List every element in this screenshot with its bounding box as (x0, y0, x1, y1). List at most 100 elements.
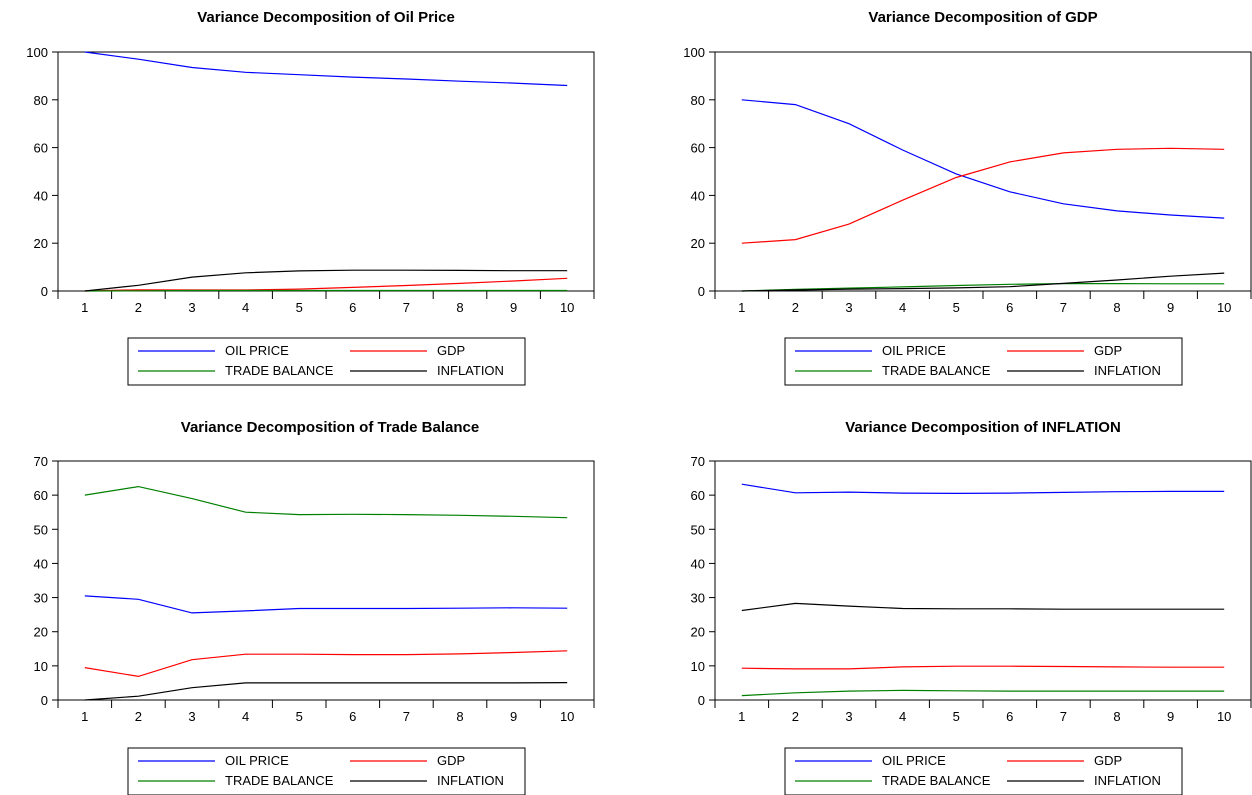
x-tick-label: 1 (81, 300, 88, 315)
legend-label: GDP (1094, 343, 1122, 358)
y-tick-label: 30 (34, 591, 48, 606)
y-tick-label: 70 (34, 454, 48, 469)
series-line-trade-balance (741, 689, 1225, 697)
legend-label: OIL PRICE (882, 753, 946, 768)
x-tick-label: 1 (738, 709, 745, 724)
chart-panel-1: Variance Decomposition of Oil Price 0 20 40… (26, 9, 595, 386)
y-tick-label: 0 (698, 284, 705, 299)
plot-frame (57, 51, 595, 292)
legend-label: GDP (437, 753, 465, 768)
series-line-oil-price (741, 483, 1225, 495)
legend-label: GDP (437, 343, 465, 358)
chart-title: Variance Decomposition of Trade Balance (181, 419, 479, 436)
y-tick-label: 60 (34, 488, 48, 503)
legend-label: TRADE BALANCE (882, 773, 991, 788)
chart-title: Variance Decomposition of INFLATION (845, 419, 1121, 436)
series-line-inflation (84, 269, 568, 292)
y-tick-label: 60 (34, 141, 48, 156)
y-tick-label: 40 (691, 188, 705, 203)
y-tick-label: 80 (691, 93, 705, 108)
x-tick-label: 7 (403, 709, 410, 724)
x-tick-label: 3 (845, 300, 852, 315)
x-tick-label: 8 (1113, 300, 1120, 315)
x-tick-label: 4 (899, 300, 906, 315)
x-tick-label: 8 (1113, 709, 1120, 724)
x-tick-label: 2 (135, 709, 142, 724)
x-tick-label: 10 (560, 300, 574, 315)
plot-frame (714, 51, 1252, 292)
y-tick-label: 40 (34, 556, 48, 571)
series-line-inflation (84, 681, 568, 701)
y-tick-label: 20 (34, 625, 48, 640)
y-tick-label: 10 (34, 659, 48, 674)
chart-legend: OIL PRICE GDP TRADE BALANCE INFLATION (784, 337, 1183, 386)
series-line-oil-price (84, 595, 568, 614)
legend-label: INFLATION (437, 773, 504, 788)
x-tick-label: 9 (510, 709, 517, 724)
x-tick-label: 1 (738, 300, 745, 315)
legend-label: OIL PRICE (225, 753, 289, 768)
y-tick-label: 0 (698, 693, 705, 708)
x-tick-label: 3 (188, 300, 195, 315)
y-tick-label: 30 (691, 591, 705, 606)
x-tick-label: 8 (456, 300, 463, 315)
y-tick-label: 100 (683, 45, 705, 60)
x-tick-label: 3 (188, 709, 195, 724)
legend-label: TRADE BALANCE (882, 363, 991, 378)
y-tick-label: 60 (691, 141, 705, 156)
y-tick-label: 40 (34, 188, 48, 203)
legend-label: INFLATION (1094, 363, 1161, 378)
x-tick-label: 4 (899, 709, 906, 724)
chart-panel-4: Variance Decomposition of INFLATION 0 10 20… (691, 419, 1252, 795)
series-line-inflation (741, 272, 1225, 292)
y-tick-label: 20 (34, 236, 48, 251)
x-tick-label: 5 (296, 300, 303, 315)
legend-box (784, 337, 1183, 386)
x-tick-label: 9 (1167, 709, 1174, 724)
x-tick-label: 6 (349, 709, 356, 724)
y-tick-label: 40 (691, 556, 705, 571)
series-line-gdp (741, 665, 1225, 670)
x-tick-label: 5 (953, 300, 960, 315)
x-tick-label: 3 (845, 709, 852, 724)
plot-frame (714, 460, 1252, 701)
y-tick-label: 0 (41, 693, 48, 708)
legend-label: TRADE BALANCE (225, 773, 334, 788)
x-tick-label: 10 (1217, 300, 1231, 315)
legend-box (127, 747, 526, 795)
y-tick-label: 20 (691, 236, 705, 251)
chart-legend: OIL PRICE GDP TRADE BALANCE INFLATION (127, 747, 526, 795)
x-tick-label: 9 (1167, 300, 1174, 315)
chart-title: Variance Decomposition of GDP (868, 9, 1097, 26)
x-tick-label: 6 (349, 300, 356, 315)
chart-panel-2: Variance Decomposition of GDP 0 20 40 60 80 10… (683, 9, 1252, 386)
y-tick-label: 80 (34, 93, 48, 108)
x-tick-label: 2 (135, 300, 142, 315)
plot-frame (57, 460, 595, 701)
y-tick-label: 60 (691, 488, 705, 503)
series-line-oil-price (741, 99, 1225, 219)
y-tick-label: 10 (691, 659, 705, 674)
series-line-trade-balance (84, 289, 568, 292)
x-tick-label: 2 (792, 300, 799, 315)
legend-label: OIL PRICE (882, 343, 946, 358)
x-tick-label: 5 (296, 709, 303, 724)
x-tick-label: 2 (792, 709, 799, 724)
x-tick-label: 6 (1006, 300, 1013, 315)
chart-legend: OIL PRICE GDP TRADE BALANCE INFLATION (127, 337, 526, 386)
x-tick-label: 7 (403, 300, 410, 315)
y-tick-label: 70 (691, 454, 705, 469)
series-line-gdp (84, 650, 568, 678)
y-tick-label: 20 (691, 625, 705, 640)
series-line-inflation (741, 602, 1225, 612)
legend-box (127, 337, 526, 386)
series-line-gdp (84, 277, 568, 292)
x-tick-label: 1 (81, 709, 88, 724)
x-tick-label: 10 (560, 709, 574, 724)
x-tick-label: 4 (242, 300, 249, 315)
series-line-gdp (741, 147, 1225, 244)
x-tick-label: 5 (953, 709, 960, 724)
legend-label: GDP (1094, 753, 1122, 768)
legend-box (784, 747, 1183, 795)
